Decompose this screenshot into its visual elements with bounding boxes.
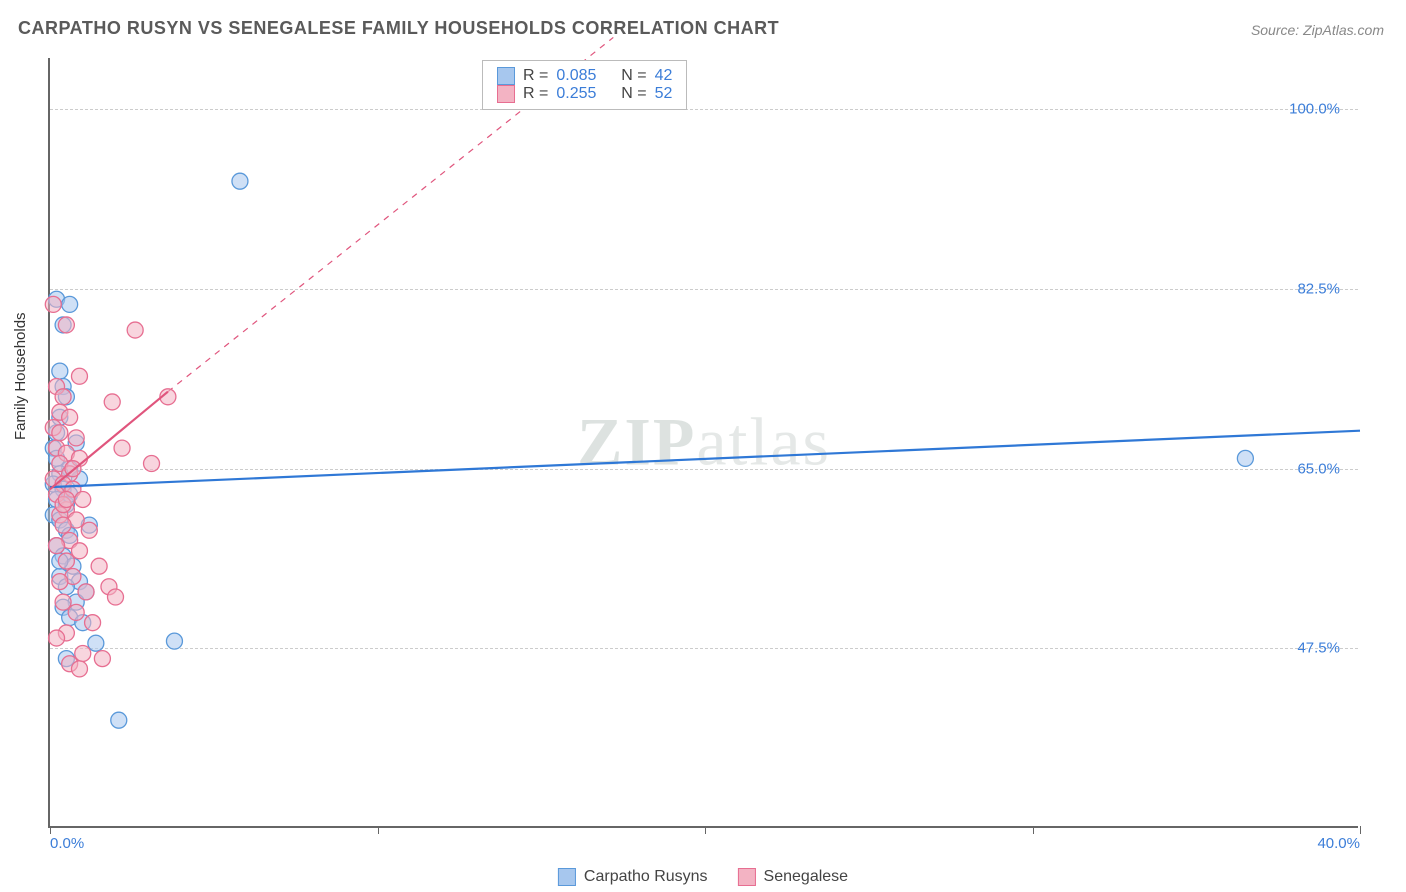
data-point <box>114 440 130 456</box>
r-label: R = <box>523 67 548 85</box>
swatch-series2 <box>497 85 515 103</box>
legend-item-series1: Carpatho Rusyns <box>558 868 708 886</box>
plot-svg <box>50 58 1358 826</box>
data-point <box>232 173 248 189</box>
data-point <box>78 584 94 600</box>
n-label: N = <box>621 85 646 103</box>
data-point <box>91 558 107 574</box>
stats-row-series2: R = 0.255 N = 52 <box>497 85 672 103</box>
data-point <box>144 456 160 472</box>
y-tick-label: 100.0% <box>1289 101 1340 118</box>
data-point <box>68 430 84 446</box>
stats-row-series1: R = 0.085 N = 42 <box>497 67 672 85</box>
data-point <box>75 645 91 661</box>
data-point <box>88 635 104 651</box>
y-axis-label: Family Households <box>12 312 29 440</box>
x-tick-mark <box>378 826 379 834</box>
plot-area: ZIPatlas R = 0.085 N = 42 R = 0.255 N = … <box>48 58 1358 828</box>
y-tick-label: 82.5% <box>1297 281 1340 298</box>
data-point <box>111 712 127 728</box>
data-point <box>52 425 68 441</box>
data-point <box>55 517 71 533</box>
data-point <box>104 394 120 410</box>
n-value-series1: 42 <box>655 67 673 85</box>
data-point <box>55 594 71 610</box>
legend-label-series2: Senegalese <box>764 868 849 886</box>
stats-box: R = 0.085 N = 42 R = 0.255 N = 52 <box>482 60 687 110</box>
legend: Carpatho Rusyns Senegalese <box>558 868 848 886</box>
y-tick-label: 47.5% <box>1297 640 1340 657</box>
data-point <box>71 368 87 384</box>
chart-title: CARPATHO RUSYN VS SENEGALESE FAMILY HOUS… <box>18 18 779 39</box>
data-point <box>1237 450 1253 466</box>
x-tick-mark <box>1360 826 1361 834</box>
data-point <box>58 491 74 507</box>
data-point <box>62 296 78 312</box>
n-label: N = <box>621 67 646 85</box>
data-point <box>71 543 87 559</box>
data-point <box>49 538 65 554</box>
data-point <box>85 615 101 631</box>
data-point <box>45 296 61 312</box>
data-point <box>58 317 74 333</box>
data-point <box>81 522 97 538</box>
data-point <box>55 389 71 405</box>
correlation-chart: CARPATHO RUSYN VS SENEGALESE FAMILY HOUS… <box>0 0 1406 892</box>
legend-item-series2: Senegalese <box>738 868 849 886</box>
n-value-series2: 52 <box>655 85 673 103</box>
data-point <box>94 651 110 667</box>
data-point <box>52 363 68 379</box>
x-tick-label: 0.0% <box>50 835 84 852</box>
data-point <box>62 409 78 425</box>
data-point <box>68 604 84 620</box>
x-tick-mark <box>50 826 51 834</box>
data-point <box>49 630 65 646</box>
swatch-series1 <box>558 868 576 886</box>
swatch-series1 <box>497 67 515 85</box>
r-label: R = <box>523 85 548 103</box>
x-tick-mark <box>705 826 706 834</box>
data-point <box>75 491 91 507</box>
x-tick-mark <box>1033 826 1034 834</box>
swatch-series2 <box>738 868 756 886</box>
data-point <box>52 574 68 590</box>
legend-label-series1: Carpatho Rusyns <box>584 868 708 886</box>
r-value-series1: 0.085 <box>556 67 596 85</box>
data-point <box>108 589 124 605</box>
data-point <box>58 553 74 569</box>
regression-line-series1 <box>50 431 1360 487</box>
source-attribution: Source: ZipAtlas.com <box>1251 22 1384 38</box>
data-point <box>127 322 143 338</box>
r-value-series2: 0.255 <box>556 85 596 103</box>
y-tick-label: 65.0% <box>1297 460 1340 477</box>
x-tick-label: 40.0% <box>1317 835 1360 852</box>
data-point <box>71 661 87 677</box>
data-point <box>166 633 182 649</box>
